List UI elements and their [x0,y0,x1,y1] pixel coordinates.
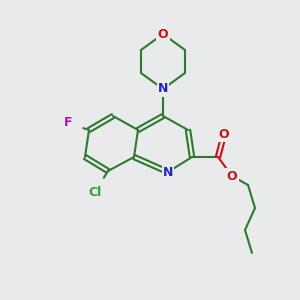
Text: Cl: Cl [88,185,102,199]
Text: N: N [158,82,168,95]
Text: O: O [219,128,229,140]
Text: N: N [163,166,173,178]
Text: O: O [158,28,168,40]
Text: F: F [64,116,72,130]
Text: O: O [227,169,237,182]
